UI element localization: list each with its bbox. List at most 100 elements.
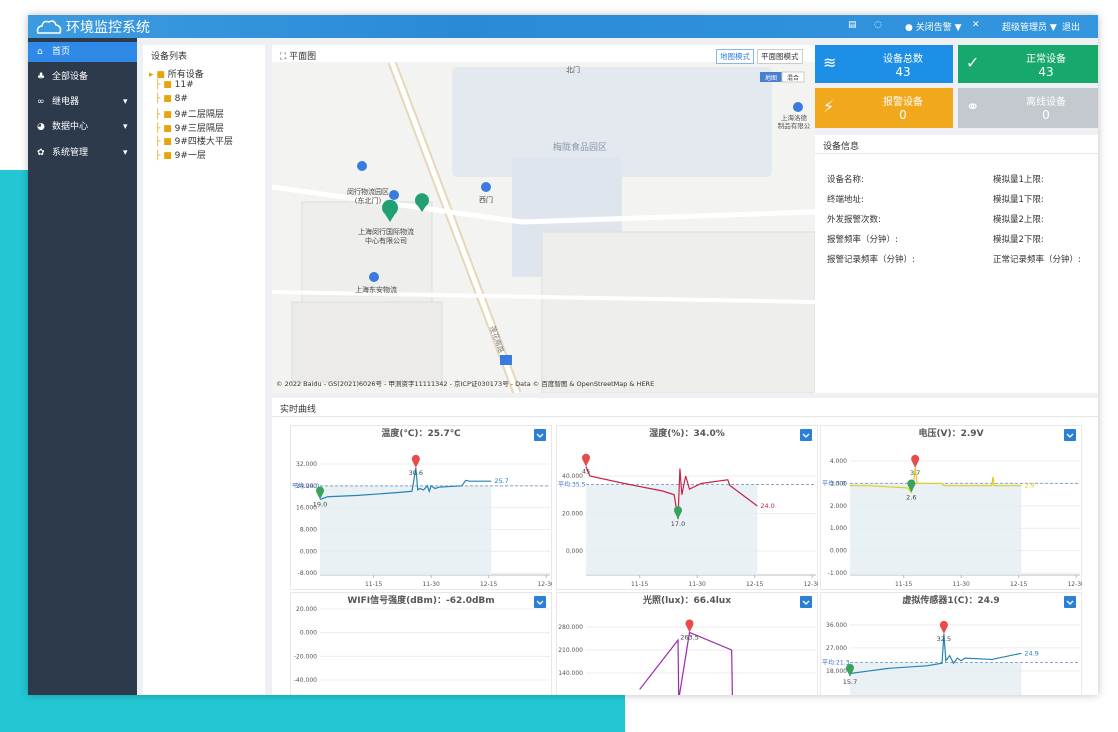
tree-node[interactable]: ├ ■ 11# <box>155 80 194 90</box>
dropdown-button[interactable] <box>800 596 812 608</box>
x-tick-label: 12-15 <box>480 581 498 588</box>
map-toggle[interactable] <box>760 72 782 82</box>
marker-pin <box>411 454 420 468</box>
chart-title: 虚拟传感器1(C)：24.9 <box>902 594 999 606</box>
chart: 光照(lux)：66.4lux140.000210.000280.00011-1… <box>556 592 818 695</box>
map-label: 梅陇食品园区 <box>553 141 607 153</box>
x-tick-label: 11-15 <box>365 581 383 588</box>
y-tick-label: 16.000 <box>296 505 317 512</box>
tree-label: 9#二层隔层 <box>174 110 224 120</box>
app-window: 环境监控系统 ▤ ◌ ● 关闭告警 ▼ ✕ 超级管理员 ▼ 退出 ⌂ 首页 ♣ 全部… <box>28 15 1098 695</box>
dropdown-button[interactable] <box>800 429 812 441</box>
average-label: 平均:21.3 <box>822 658 850 666</box>
dropdown-button[interactable] <box>534 429 546 441</box>
nav-item[interactable]: ◕ 数据中心 ▾ <box>28 117 137 137</box>
icon: ⚭ <box>966 97 980 116</box>
alarm-text[interactable]: 关闭告警 ▼ <box>915 23 962 33</box>
icon: ⚡ <box>823 97 835 116</box>
map-label: 闵行物流园区 <box>347 187 389 196</box>
tree-node[interactable]: ├ ■ 9#四楼大平层 <box>155 134 233 147</box>
icon: ✓ <box>966 53 980 72</box>
marker-pin <box>582 453 590 467</box>
nav-label[interactable]: 全部设备 <box>52 72 89 82</box>
nav-item[interactable]: ♣ 全部设备 <box>28 67 137 87</box>
dropdown-chevron <box>536 600 544 605</box>
chart-frame <box>556 592 818 695</box>
map-mode-button[interactable]: 地图模式 <box>716 49 754 64</box>
y-tick-label: 0.000 <box>300 548 317 555</box>
y-tick-label: -8.000 <box>298 570 318 577</box>
poi <box>369 272 379 282</box>
field-label: 外发报警次数: <box>827 215 881 225</box>
x-tick-label: 12-15 <box>1010 581 1028 588</box>
mark-area <box>850 483 1022 575</box>
dropdown-button[interactable] <box>1064 596 1076 608</box>
stat-card[interactable]: ≋ 设备总数 43 <box>815 45 953 83</box>
toggle-label[interactable]: 混合 <box>787 74 799 82</box>
dropdown-chevron <box>802 600 810 605</box>
x-tick-label: 11-30 <box>952 581 970 588</box>
tree-node[interactable]: ├ ■ 9#一层 <box>155 148 206 161</box>
tree-root[interactable]: ▸ ■ 所有设备 <box>149 70 204 80</box>
nav-label[interactable]: 数据中心 <box>52 122 89 132</box>
tree-node[interactable]: ├ ■ 9#二层隔层 <box>155 107 224 120</box>
nav-label[interactable]: 继电器 <box>52 97 80 107</box>
tree-node[interactable]: ├ ■ 9#三层隔层 <box>155 121 224 134</box>
user-menu[interactable]: 超级管理员 ▼ <box>1002 23 1057 33</box>
stat-card[interactable]: ⚡ 报警设备 0 <box>815 88 953 128</box>
icon[interactable]: ◌ <box>874 20 882 30</box>
sidebar: ⌂ 首页 ♣ 全部设备 ∞ 继电器 ▾ ◕ 数据中心 ▾ ✿ 系统管理 ▾ <box>28 38 137 695</box>
average-label: 平均:24.0 <box>292 482 320 490</box>
y-tick-label: 32.000 <box>296 461 317 468</box>
mark-area <box>320 485 492 575</box>
y-tick-label: 280.000 <box>558 624 583 631</box>
y-tick-label: 40.000 <box>562 473 583 480</box>
folder-icon: ├ ■ <box>155 150 175 161</box>
tree-node[interactable]: ├ ■ 8# <box>155 94 188 104</box>
last-value-label: 24.0 <box>760 502 774 510</box>
nav-label[interactable]: 系统管理 <box>52 148 89 158</box>
plan-mode-button[interactable]: 平面图模式 <box>757 49 803 64</box>
tree-label[interactable]: 所有设备 <box>167 70 204 80</box>
alarm-toggle[interactable]: ● 关闭告警 ▼ <box>905 23 962 33</box>
divider <box>815 153 1098 154</box>
line-series <box>849 633 1022 675</box>
dropdown-button[interactable] <box>1064 429 1076 441</box>
logout[interactable]: 退出 <box>1062 23 1081 33</box>
icon[interactable]: ✕ <box>972 20 980 30</box>
caret: ▾ <box>123 97 128 107</box>
poi <box>481 182 491 192</box>
nav-item[interactable]: ✿ 系统管理 ▾ <box>28 143 137 163</box>
nav-item[interactable]: ⌂ 首页 <box>28 42 137 62</box>
icon: ✿ <box>37 148 45 158</box>
y-tick-label: 2.000 <box>830 503 847 510</box>
caret: ▾ <box>123 122 128 132</box>
block <box>452 67 772 177</box>
map-toggle[interactable] <box>781 71 805 83</box>
card-title: 报警设备 <box>883 97 923 108</box>
y-tick-label: 20.000 <box>562 511 583 518</box>
dropdown-chevron <box>536 433 544 438</box>
y-tick-label: -40.000 <box>294 677 317 684</box>
stat-card[interactable]: ⚭ 离线设备 0 <box>958 88 1098 128</box>
panel-title: 设备信息 <box>823 142 860 152</box>
chart-title: 温度(℃)：25.7℃ <box>381 427 460 439</box>
icon[interactable]: ▤ <box>848 20 857 30</box>
toggle-label[interactable]: 地图 <box>765 74 777 82</box>
marker-pin <box>911 454 920 468</box>
tree-label: 8# <box>174 93 188 104</box>
pin <box>382 199 398 222</box>
nav-label[interactable]: 首页 <box>52 47 71 57</box>
marker-pin <box>939 620 948 634</box>
field-label: 报警频率（分钟）: <box>827 235 898 245</box>
device-info-panel: 设备信息 设备名称: 模拟量1上限: 终端地址: 模拟量1下限: 外发报警次数: 模拟量2… <box>815 135 1098 393</box>
marker-label: 17.0 <box>671 520 685 528</box>
nav-item[interactable]: ∞ 继电器 ▾ <box>28 92 137 112</box>
icon: ♣ <box>37 72 46 82</box>
dropdown-chevron <box>802 433 810 438</box>
dropdown-button[interactable] <box>534 596 546 608</box>
caret: ▾ <box>123 148 128 158</box>
x-tick-label: 12-30 <box>803 581 818 588</box>
chart: 湿度(%)：34.0% 0.000 20.000 40.000 11-15 11-30 12… <box>556 425 818 590</box>
stat-card[interactable]: ✓ 正常设备 43 <box>958 45 1098 83</box>
